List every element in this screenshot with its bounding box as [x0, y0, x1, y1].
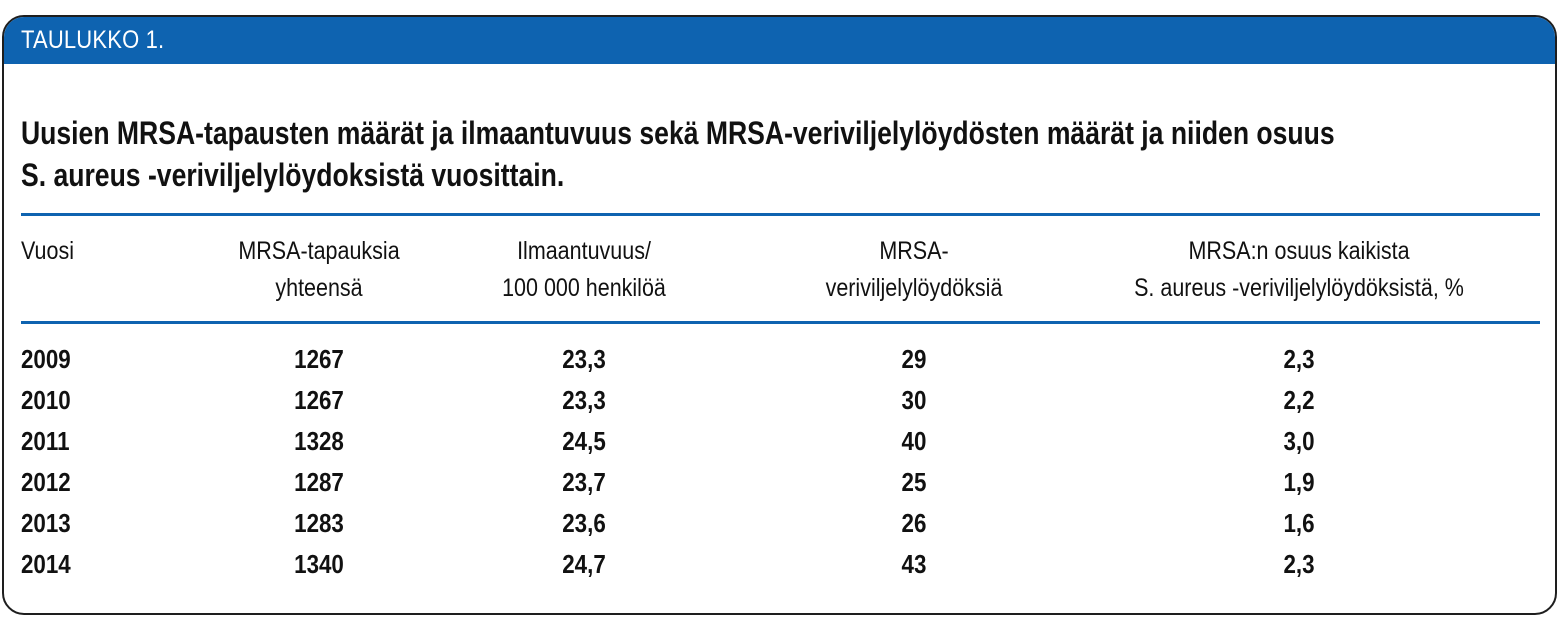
- cell-blood-culture-findings: 29: [901, 344, 927, 374]
- cell-year: 2009: [21, 344, 71, 374]
- table-number-label: TAULUKKO 1.: [21, 26, 165, 54]
- cell-mrsa-share: 2,2: [1283, 385, 1315, 415]
- table-row: 2014 1340 24,7 43 2,3: [4, 544, 1555, 585]
- column-header-mrsa-share: MRSA:n osuus kaikista S. aureus -verivil…: [1134, 237, 1464, 302]
- table-title-line-1: Uusien MRSA-tapausten määrät ja ilmaantu…: [21, 115, 1335, 151]
- cell-incidence: 23,3: [562, 385, 606, 415]
- table-title-line-2: S. aureus -veriviljelylöydoksistä vuosit…: [21, 157, 565, 193]
- table-row: 2013 1283 23,6 26 1,6: [4, 503, 1555, 544]
- cell-incidence: 24,5: [562, 426, 606, 456]
- cell-mrsa-cases: 1287: [294, 467, 344, 497]
- cell-year: 2012: [21, 467, 71, 497]
- cell-incidence: 23,6: [562, 508, 606, 538]
- table-row: 2010 1267 23,3 30 2,2: [4, 380, 1555, 421]
- cell-incidence: 23,3: [562, 344, 606, 374]
- cell-year: 2011: [21, 426, 70, 456]
- cell-mrsa-cases: 1267: [294, 344, 344, 374]
- cell-blood-culture-findings: 26: [901, 508, 927, 538]
- cell-blood-culture-findings: 30: [901, 385, 927, 415]
- table-row: 2009 1267 23,3 29 2,3: [4, 339, 1555, 380]
- cell-mrsa-share: 1,6: [1283, 508, 1315, 538]
- cell-blood-culture-findings: 25: [901, 467, 927, 497]
- cell-mrsa-share: 2,3: [1283, 344, 1315, 374]
- header-top-rule: [21, 213, 1540, 216]
- cell-mrsa-cases: 1340: [294, 549, 344, 579]
- cell-year: 2014: [21, 549, 71, 579]
- column-header-blood-culture-findings: MRSA- veriviljelylöydöksiä: [825, 237, 1003, 302]
- cell-mrsa-cases: 1267: [294, 385, 344, 415]
- cell-incidence: 24,7: [562, 549, 606, 579]
- cell-mrsa-share: 2,3: [1283, 549, 1315, 579]
- cell-blood-culture-findings: 40: [901, 426, 927, 456]
- cell-year: 2013: [21, 508, 71, 538]
- table-card: TAULUKKO 1. Uusien MRSA-tapausten määrät…: [2, 15, 1557, 615]
- cell-mrsa-share: 3,0: [1283, 426, 1315, 456]
- table-header-bar: TAULUKKO 1.: [4, 17, 1555, 64]
- table-title: Uusien MRSA-tapausten määrät ja ilmaantu…: [21, 112, 1432, 196]
- table-row: 2012 1287 23,7 25 1,9: [4, 462, 1555, 503]
- table-row: 2011 1328 24,5 40 3,0: [4, 421, 1555, 462]
- cell-mrsa-cases: 1328: [294, 426, 344, 456]
- header-bottom-rule: [21, 321, 1540, 324]
- column-header-mrsa-cases: MRSA-tapauksia yhteensä: [238, 237, 400, 302]
- cell-mrsa-cases: 1283: [294, 508, 344, 538]
- cell-blood-culture-findings: 43: [901, 549, 927, 579]
- column-header-year: Vuosi: [21, 237, 74, 265]
- column-header-incidence: Ilmaantuvuus/ 100 000 henkilöä: [502, 237, 666, 302]
- cell-mrsa-share: 1,9: [1283, 467, 1315, 497]
- cell-incidence: 23,7: [562, 467, 606, 497]
- cell-year: 2010: [21, 385, 71, 415]
